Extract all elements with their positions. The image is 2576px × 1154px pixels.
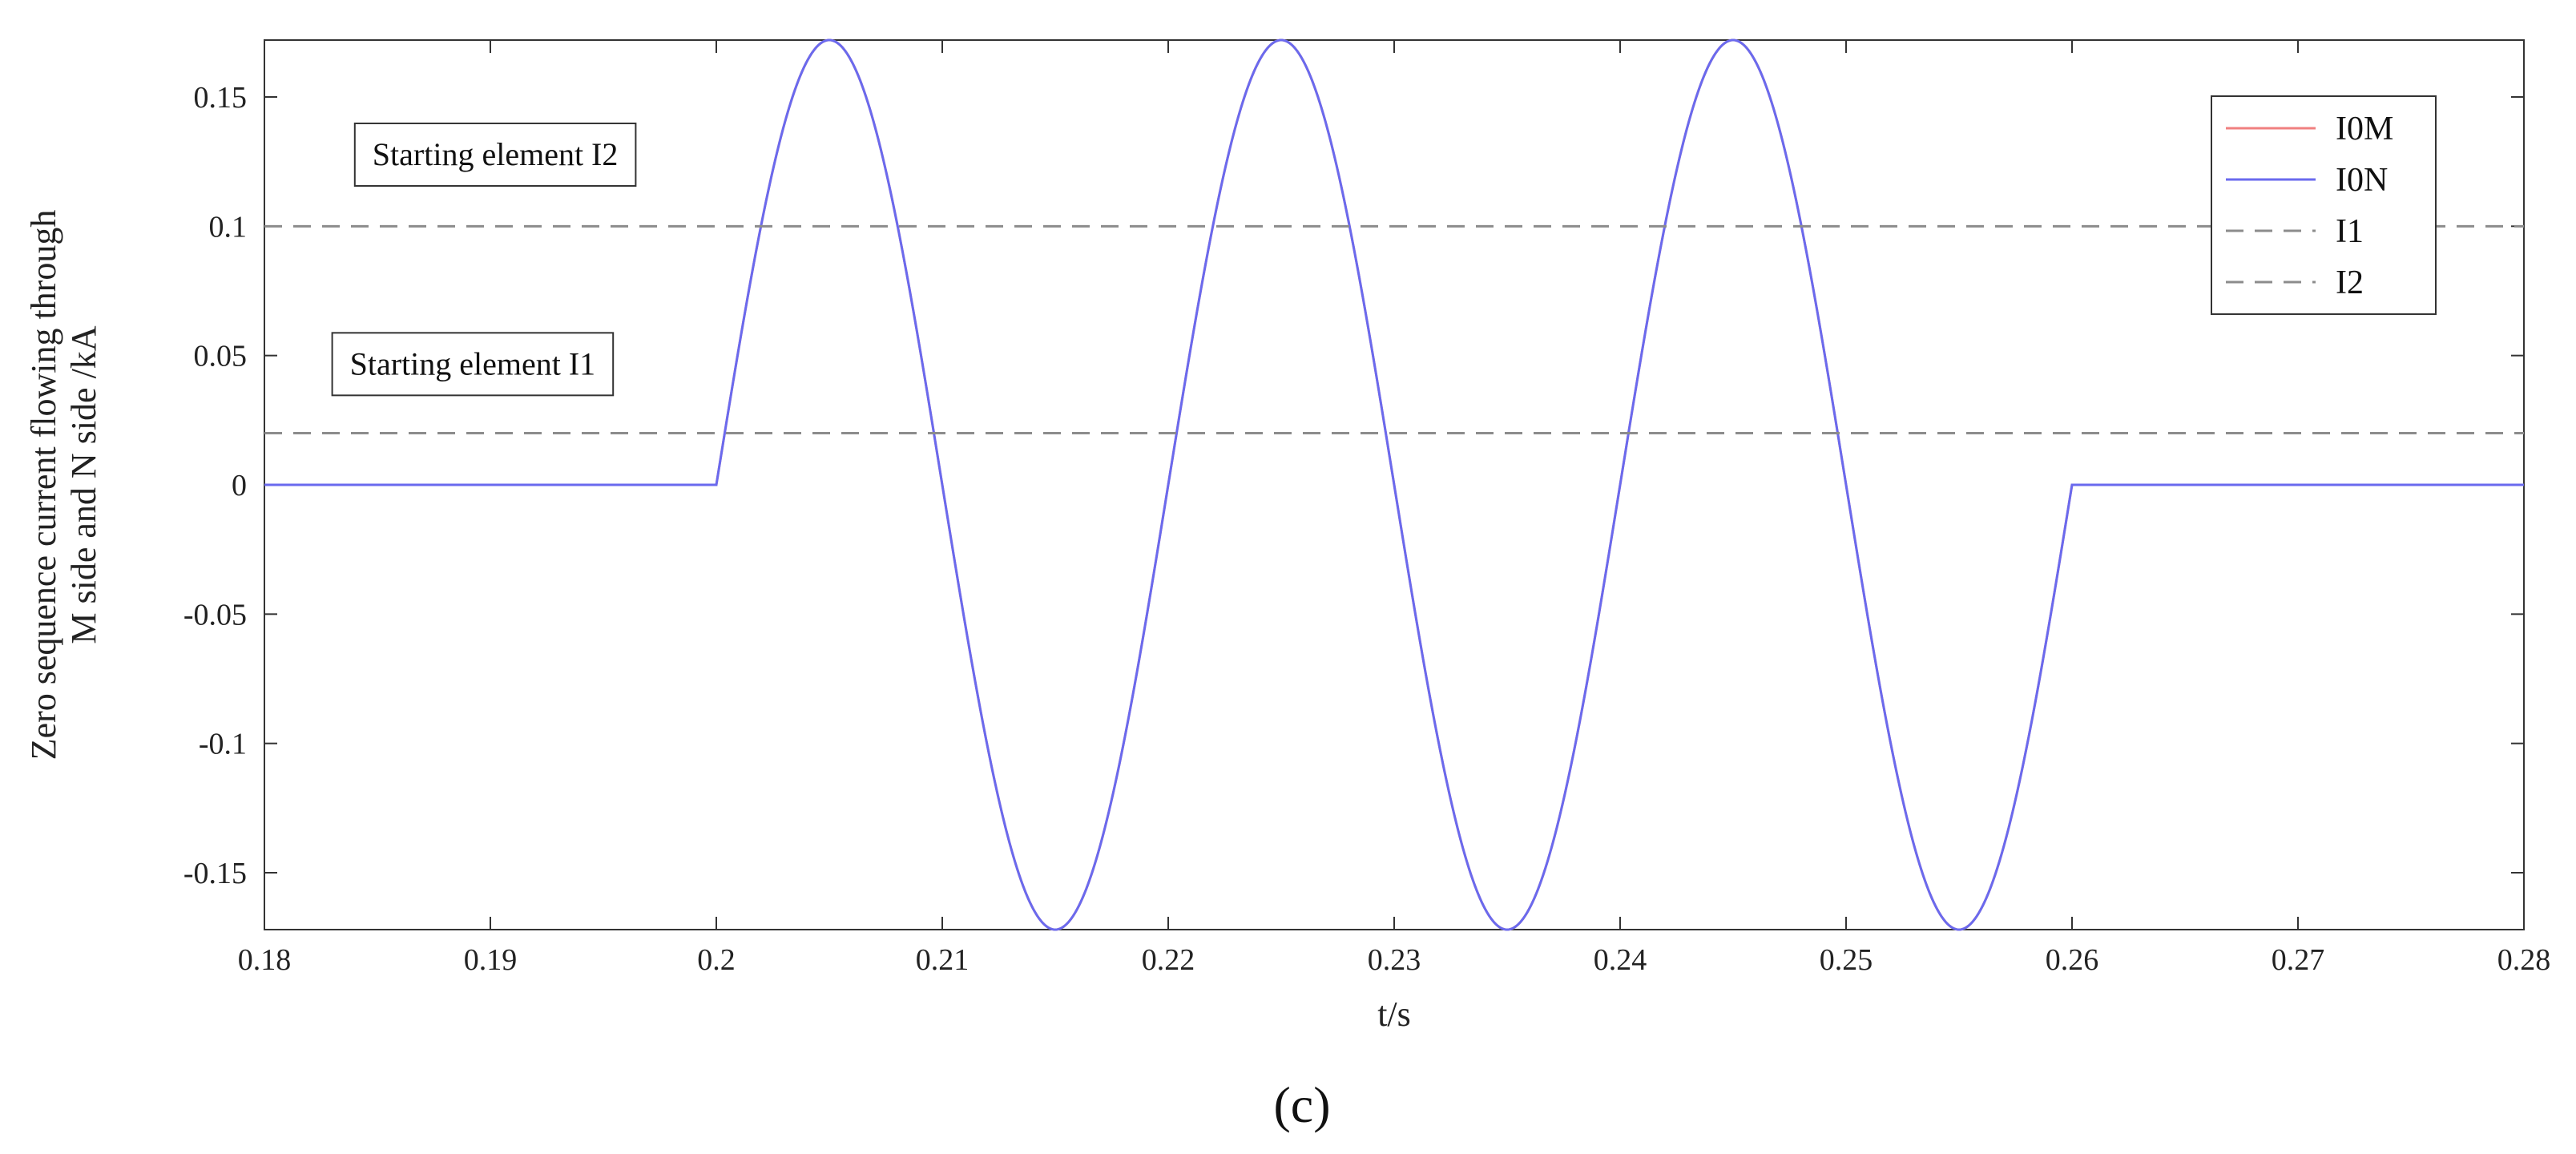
x-tick-label: 0.23 (1368, 943, 1421, 977)
x-tick-label: 0.22 (1142, 943, 1195, 977)
x-tick-label: 0.24 (1594, 943, 1647, 977)
y-axis-title: Zero sequence current flowing through M … (24, 210, 103, 761)
x-tick-label: 0.28 (2497, 943, 2551, 977)
x-tick-label: 0.21 (916, 943, 970, 977)
annotation-text: Starting element I2 (373, 136, 619, 172)
y-tick-label: -0.1 (199, 728, 247, 761)
x-tick-label: 0.19 (464, 943, 518, 977)
x-tick-label: 0.27 (2272, 943, 2325, 977)
legend-label: I0M (2336, 111, 2393, 147)
y-tick-label: -0.15 (183, 857, 247, 890)
y-axis-title-line-2: M side and N side /kA (64, 325, 103, 644)
y-tick-label: -0.05 (183, 598, 247, 631)
x-tick-label: 0.25 (1820, 943, 1873, 977)
y-tick-label: 0.05 (194, 340, 248, 373)
x-axis-title: t/s (1377, 995, 1411, 1034)
x-tick-label: 0.26 (2046, 943, 2099, 977)
x-ticks: 0.18 0.19 0.2 0.21 0.22 0.23 0.24 0.25 0.26 0.27 0… (238, 40, 2551, 977)
x-tick-label: 0.18 (238, 943, 292, 977)
legend-label: I2 (2336, 264, 2364, 301)
annotation-box: Starting element I1 (331, 332, 615, 397)
x-tick-label: 0.2 (697, 943, 736, 977)
annotation-text: Starting element I1 (350, 345, 596, 381)
figure-caption: (c) (1273, 1076, 1330, 1133)
annotation-frame (331, 332, 615, 397)
legend: I0M I0N I1 I2 (2211, 95, 2437, 315)
series-layer (264, 38, 2524, 931)
y-tick-label: 0.15 (194, 81, 248, 115)
annotation-box: Starting element I2 (353, 122, 637, 187)
legend-label: I1 (2336, 213, 2364, 250)
annotations-layer: Starting element I2 Starting element I1 (331, 122, 637, 397)
annotation-frame (353, 122, 637, 187)
y-tick-label: 0 (232, 469, 247, 502)
y-tick-label: 0.1 (209, 210, 248, 244)
y-axis-title-line-1: Zero sequence current flowing through (24, 210, 63, 761)
legend-box (2211, 95, 2437, 315)
legend-label: I0N (2336, 162, 2388, 199)
series-line-i0n (264, 38, 2524, 931)
